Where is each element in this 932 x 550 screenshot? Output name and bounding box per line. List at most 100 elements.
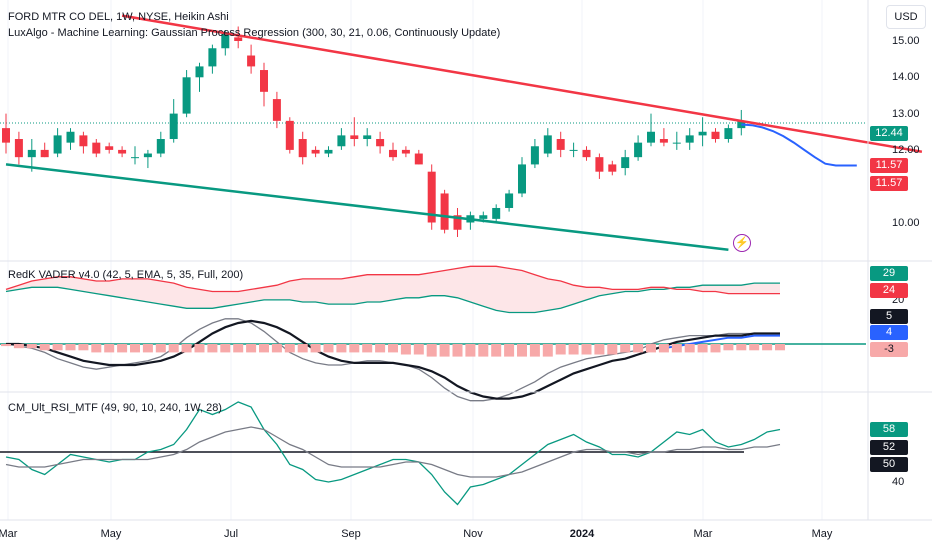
candle-body (608, 164, 617, 172)
candle-body (595, 157, 604, 172)
candle-body (427, 171, 436, 223)
vader-bar (142, 344, 153, 353)
candle-body (272, 99, 281, 121)
gpr-price-tag: 11.57 (870, 176, 908, 191)
vader-bar (620, 344, 631, 353)
vader-bar (749, 344, 760, 351)
vader-bar (1, 344, 11, 347)
candle-body (582, 149, 591, 158)
candle-body (118, 149, 127, 154)
vader-bar (130, 344, 140, 353)
grid-layer (7, 0, 823, 520)
currency-button[interactable]: USD (886, 5, 926, 29)
vader-bar (181, 344, 192, 353)
vader-bar (233, 344, 244, 353)
vader-bar (568, 344, 579, 355)
time-tick: Mar (0, 528, 18, 540)
candle-body (479, 215, 488, 219)
indicator-title-vader: RedK VADER v4.0 (42, 5, EMA, 5, 35, Full… (8, 269, 244, 281)
vader-bar (517, 344, 527, 357)
vader-bar (91, 344, 102, 353)
indicator-title-rsi: CM_Ult_RSI_MTF (49, 90, 10, 240, 1W, 28) (8, 402, 222, 414)
rsi-series-line (5, 426, 781, 478)
candle-body (685, 135, 694, 143)
vader-bar (581, 344, 592, 355)
candle-body (711, 131, 720, 140)
candle-body (440, 193, 449, 230)
rsi-tag: 52 (870, 440, 908, 455)
vader-bar (246, 344, 257, 353)
candle-body (14, 139, 23, 158)
vader-bar (697, 344, 708, 353)
candle-body (53, 135, 62, 154)
time-tick: May (811, 528, 833, 540)
candle-body (363, 135, 372, 140)
vader-bar (362, 344, 373, 353)
vader-series-line (5, 265, 780, 295)
candle-body (105, 146, 114, 150)
candle-body (156, 139, 165, 154)
candle-body (543, 135, 552, 154)
candle-body (285, 120, 294, 150)
vader-bar (13, 344, 24, 349)
vader-bar (39, 344, 50, 351)
time-tick: Sep (341, 528, 361, 540)
trendline-lower (5, 163, 729, 251)
candle-body (401, 149, 410, 154)
candle-body (724, 128, 733, 140)
vader-bar (775, 344, 785, 351)
vader-bar (736, 344, 747, 351)
vader-bar (117, 344, 128, 353)
vader-bar (52, 344, 63, 351)
vader-bar (762, 344, 773, 351)
vader-bar (220, 344, 231, 353)
vader-bar (504, 344, 515, 357)
candle-body (647, 131, 655, 143)
last-price-tag: 12.44 (870, 126, 908, 141)
time-tick: May (100, 528, 122, 540)
vader-bar (684, 344, 695, 353)
vader-bar (658, 344, 669, 353)
vader-bar (194, 344, 205, 353)
candle-body (27, 149, 36, 158)
gpr-price-tag: 11.57 (870, 158, 908, 173)
vader-bar (65, 344, 76, 351)
flash-icon[interactable]: ⚡ (733, 234, 751, 252)
vader-tag: 5 (870, 309, 908, 324)
vader-bar (646, 344, 656, 353)
candle-body (92, 142, 101, 154)
vader-bar (349, 344, 360, 353)
candle-body (492, 207, 501, 219)
candle-body (659, 139, 668, 143)
vader-bar (529, 344, 540, 357)
vader-bar (78, 344, 89, 351)
vader-tag: 4 (870, 325, 908, 340)
candle-body (221, 33, 230, 49)
candle-body (195, 66, 204, 78)
candle-body (143, 153, 152, 158)
candle-body (569, 149, 578, 151)
price-tick: 12.00 (892, 144, 920, 156)
time-tick: Jul (223, 528, 239, 540)
vader-bar (465, 344, 476, 357)
rsi-tag: 58 (870, 422, 908, 437)
vader-bar (439, 344, 450, 357)
rsi-series-line (5, 401, 781, 506)
rsi-tag: 50 (870, 457, 908, 472)
candle-body (453, 215, 462, 230)
vader-bar (310, 344, 321, 353)
vader-tag: -3 (870, 342, 908, 357)
candle-body (556, 139, 565, 150)
time-tick: Mar (693, 528, 713, 540)
candle-body (2, 128, 10, 143)
vader-bar (671, 344, 682, 353)
vader-bar (104, 344, 115, 353)
vader-bar (478, 344, 489, 357)
vader-bar (323, 344, 334, 353)
vader-bar (375, 344, 386, 353)
vader-bar (723, 344, 734, 351)
vader-bar (400, 344, 411, 355)
vader-bar (207, 344, 218, 353)
chart-title: FORD MTR CO DEL, 1W, NYSE, Heikin Ashi (8, 11, 229, 23)
